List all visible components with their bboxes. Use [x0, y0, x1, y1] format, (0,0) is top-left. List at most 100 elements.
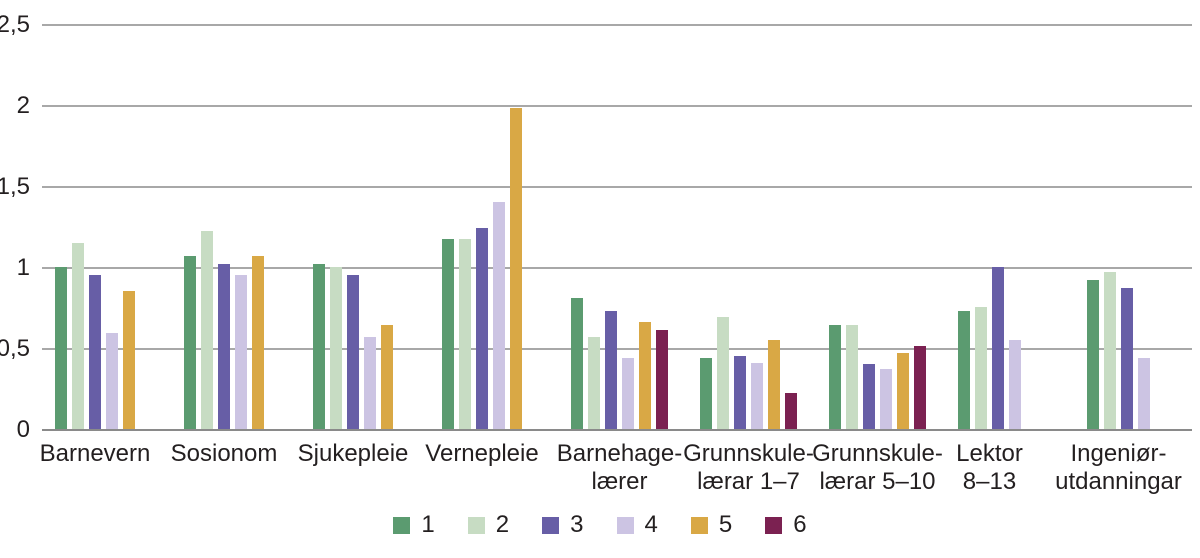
x-axis-label: Grunnskule-lærar 1–7 [659, 440, 839, 496]
gridline [42, 24, 1192, 26]
y-axis-tick-label: 2 [16, 92, 30, 119]
bar-series-2 [1104, 272, 1116, 429]
gridline [42, 267, 1192, 269]
bar-series-4 [493, 202, 505, 429]
bar-series-5 [252, 256, 264, 429]
bar-series-5 [639, 322, 651, 429]
x-axis-label-line: Vernepleie [425, 440, 539, 467]
x-axis-label: Sjukepleie [263, 440, 443, 468]
bar-series-3 [476, 228, 488, 429]
bar-series-3 [992, 267, 1004, 429]
bar-series-1 [958, 311, 970, 429]
x-axis-label-line: lærer [591, 468, 648, 495]
x-axis-label: Ingeniør-utdanningar [1029, 440, 1200, 496]
bar-group-6 [700, 317, 797, 429]
bar-series-1 [1087, 280, 1099, 429]
legend-item-2: 2 [467, 511, 510, 538]
x-axis-label-line: lærar 5–10 [819, 468, 936, 495]
gridline [42, 105, 1192, 107]
bar-group-8 [958, 267, 1021, 429]
bar-series-4 [880, 369, 892, 429]
x-axis-label: Vernepleie [392, 440, 572, 468]
y-axis-tick-label: 1,5 [0, 173, 30, 200]
x-axis-label-line: Barnehage- [556, 440, 683, 467]
x-axis-label: Grunnskule-lærar 5–10 [788, 440, 968, 496]
bar-series-1 [184, 256, 196, 429]
bar-series-6 [656, 330, 668, 429]
legend-swatch-5 [690, 516, 708, 534]
legend-swatch-2 [467, 516, 485, 534]
bar-series-3 [218, 264, 230, 429]
bar-series-5 [768, 340, 780, 429]
x-axis-label-line: lærar 1–7 [697, 468, 800, 495]
bar-group-7 [829, 325, 926, 429]
x-axis-label-line: Grunnskule- [683, 440, 814, 467]
gridline [42, 348, 1192, 350]
x-axis-label: Barnevern [5, 440, 185, 468]
x-axis-label-line: Barnevern [39, 440, 151, 467]
legend-item-6: 6 [765, 511, 807, 538]
bar-group-3 [313, 264, 393, 429]
bar-series-6 [785, 393, 797, 429]
bar-series-1 [700, 358, 712, 429]
x-axis-line [42, 429, 1192, 431]
bar-group-5 [571, 298, 668, 429]
bar-series-5 [897, 353, 909, 429]
legend-label: 3 [570, 511, 584, 538]
legend-swatch-4 [616, 516, 634, 534]
bar-series-2 [459, 239, 471, 429]
legend-item-4: 4 [616, 511, 658, 538]
x-axis-label-line: Grunnskule- [812, 440, 943, 467]
bar-series-4 [364, 337, 376, 429]
bar-series-4 [1009, 340, 1021, 429]
y-axis-tick-label: 2,5 [0, 11, 30, 38]
legend-label: 2 [495, 511, 510, 538]
bar-series-3 [863, 364, 875, 429]
legend-label: 1 [421, 511, 435, 538]
gridline [42, 186, 1192, 188]
x-axis-label: Lektor 8–13 [900, 440, 1080, 496]
chart-legend: 1 2 3 4 5 6 [0, 513, 1200, 537]
legend-label: 4 [644, 511, 658, 538]
bar-series-2 [717, 317, 729, 429]
bar-series-2 [201, 231, 213, 429]
x-axis-label: Sosionom [134, 440, 314, 468]
bar-series-2 [330, 267, 342, 429]
bar-series-2 [72, 243, 84, 429]
legend-label: 6 [793, 511, 807, 538]
bar-series-1 [571, 298, 583, 429]
bar-series-1 [55, 267, 67, 429]
bar-series-5 [123, 291, 135, 429]
bar-series-1 [313, 264, 325, 429]
x-axis-label-line: Ingeniør- [1070, 440, 1167, 467]
bar-group-4 [442, 108, 522, 429]
bar-series-4 [622, 358, 634, 429]
bar-series-3 [89, 275, 101, 429]
bar-series-3 [1121, 288, 1133, 429]
bar-series-2 [588, 337, 600, 429]
x-axis-label-line: Sosionom [170, 440, 278, 467]
y-axis-tick-label: 0,5 [0, 335, 30, 362]
bar-series-2 [846, 325, 858, 429]
bar-series-1 [829, 325, 841, 429]
bar-series-5 [510, 108, 522, 429]
bar-series-3 [605, 311, 617, 429]
bar-series-4 [106, 333, 118, 429]
x-axis-label-line: Sjukepleie [297, 440, 409, 467]
legend-label: 5 [718, 511, 733, 538]
y-axis-tick-label: 1 [16, 254, 30, 281]
legend-item-1: 1 [393, 511, 435, 538]
bar-group-1 [55, 243, 135, 429]
legend-item-5: 5 [690, 511, 733, 538]
x-axis-label-line: 8–13 [962, 468, 1017, 495]
legend-item-3: 3 [542, 511, 584, 538]
legend-swatch-1 [393, 516, 411, 534]
bar-series-5 [381, 325, 393, 429]
bar-group-2 [184, 231, 264, 429]
bar-series-4 [751, 363, 763, 429]
bar-series-3 [734, 356, 746, 429]
x-axis-label-line: utdanningar [1055, 468, 1182, 495]
y-axis-tick-label: 0 [16, 416, 30, 443]
bar-series-4 [235, 275, 247, 429]
